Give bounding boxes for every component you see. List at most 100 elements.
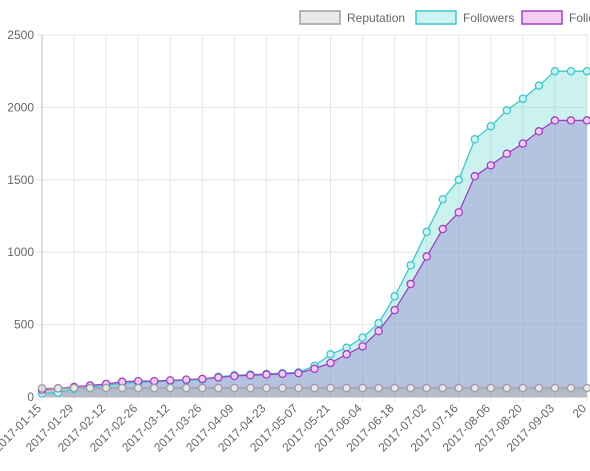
data-point-reputation xyxy=(358,383,367,393)
data-point-followers xyxy=(486,121,496,131)
data-point-reputation xyxy=(69,383,79,393)
data-point-reputation xyxy=(534,383,544,393)
data-point-reputation xyxy=(230,383,239,393)
data-point-reputation xyxy=(406,383,415,393)
data-point-reputation xyxy=(165,383,175,393)
y-tick-label: 1500 xyxy=(7,173,34,187)
series-area-followers xyxy=(42,71,587,397)
data-point-reputation xyxy=(182,383,191,393)
data-point-following xyxy=(262,370,271,379)
y-tick-label: 2500 xyxy=(7,28,34,42)
data-point-reputation xyxy=(438,383,447,393)
data-point-reputation xyxy=(582,383,590,393)
data-point-following xyxy=(246,371,255,380)
data-point-reputation xyxy=(262,383,271,393)
data-point-reputation xyxy=(310,383,319,393)
data-point-following xyxy=(182,375,191,384)
data-point-reputation xyxy=(294,383,303,393)
data-point-followers xyxy=(390,292,399,301)
data-point-followers xyxy=(406,260,415,270)
axes xyxy=(41,35,588,398)
data-point-reputation xyxy=(278,383,287,393)
data-point-followers xyxy=(438,195,447,204)
x-tick-label: 20 xyxy=(570,401,590,421)
x-axis-ticks: 2017-01-152017-01-292017-02-122017-02-26… xyxy=(0,401,589,455)
data-point-reputation xyxy=(149,383,159,393)
data-point-reputation xyxy=(390,383,399,393)
legend: Reputation Followers Follo xyxy=(299,10,590,25)
series-areas xyxy=(42,71,587,397)
data-point-reputation xyxy=(454,383,464,393)
data-point-followers xyxy=(566,66,576,76)
data-point-following xyxy=(214,373,223,382)
data-point-reputation xyxy=(246,383,255,393)
data-point-following xyxy=(534,127,544,136)
series-area-following xyxy=(42,120,587,397)
data-point-followers xyxy=(518,94,528,103)
data-point-followers xyxy=(470,135,480,144)
data-point-followers xyxy=(358,333,367,342)
data-point-following xyxy=(406,279,415,289)
data-point-reputation xyxy=(326,383,335,393)
data-point-followers xyxy=(550,66,560,76)
data-point-reputation xyxy=(342,383,351,393)
data-point-reputation xyxy=(470,383,480,393)
data-point-reputation xyxy=(422,383,431,393)
data-point-followers xyxy=(374,318,383,328)
data-point-following xyxy=(278,369,287,379)
data-point-reputation xyxy=(117,383,127,393)
data-point-following xyxy=(165,376,175,385)
data-point-following xyxy=(326,358,335,368)
data-point-following xyxy=(149,376,159,386)
data-point-reputation xyxy=(85,383,95,393)
series-points xyxy=(37,66,590,398)
data-point-following xyxy=(358,342,367,351)
y-tick-label: 1000 xyxy=(7,245,34,259)
data-point-followers xyxy=(534,81,544,90)
legend-swatch-followers xyxy=(415,10,457,25)
data-point-reputation xyxy=(486,383,496,393)
data-point-reputation xyxy=(374,383,383,393)
data-point-following xyxy=(342,350,351,359)
legend-swatch-reputation xyxy=(299,10,341,25)
data-point-following xyxy=(454,208,464,217)
data-point-following xyxy=(470,171,480,181)
data-point-followers xyxy=(454,175,464,185)
data-point-following xyxy=(390,305,399,315)
data-point-following xyxy=(486,161,496,170)
data-point-followers xyxy=(326,350,335,359)
data-point-following xyxy=(502,149,512,158)
data-point-following xyxy=(198,374,207,384)
data-point-following xyxy=(550,116,560,125)
data-point-following xyxy=(518,139,528,148)
data-point-following xyxy=(374,326,383,336)
data-point-reputation xyxy=(518,383,528,393)
data-point-reputation xyxy=(566,383,576,393)
data-point-following xyxy=(133,376,143,386)
data-point-reputation xyxy=(550,383,560,393)
data-point-reputation xyxy=(101,383,111,393)
data-point-reputation xyxy=(133,383,143,393)
data-point-followers xyxy=(422,227,431,237)
data-point-following xyxy=(310,364,319,374)
data-point-following xyxy=(230,371,239,381)
y-tick-label: 2000 xyxy=(7,100,34,114)
y-tick-label: 0 xyxy=(27,390,34,404)
data-point-following xyxy=(438,224,447,234)
grid xyxy=(37,34,588,402)
data-point-following xyxy=(582,116,590,125)
legend-label-reputation: Reputation xyxy=(347,11,405,25)
legend-label-following: Follo xyxy=(569,11,590,25)
series-area-reputation xyxy=(42,388,587,397)
data-point-reputation xyxy=(502,383,512,393)
y-axis-ticks: 0 500 1000 1500 2000 2500 xyxy=(7,28,34,404)
data-point-reputation xyxy=(53,384,63,393)
data-point-followers xyxy=(582,66,590,76)
data-point-following xyxy=(294,368,303,378)
data-point-reputation xyxy=(214,383,223,393)
data-point-following xyxy=(422,252,431,261)
data-point-followers xyxy=(502,106,512,115)
legend-label-followers: Followers xyxy=(463,11,514,25)
data-point-reputation xyxy=(198,383,207,393)
